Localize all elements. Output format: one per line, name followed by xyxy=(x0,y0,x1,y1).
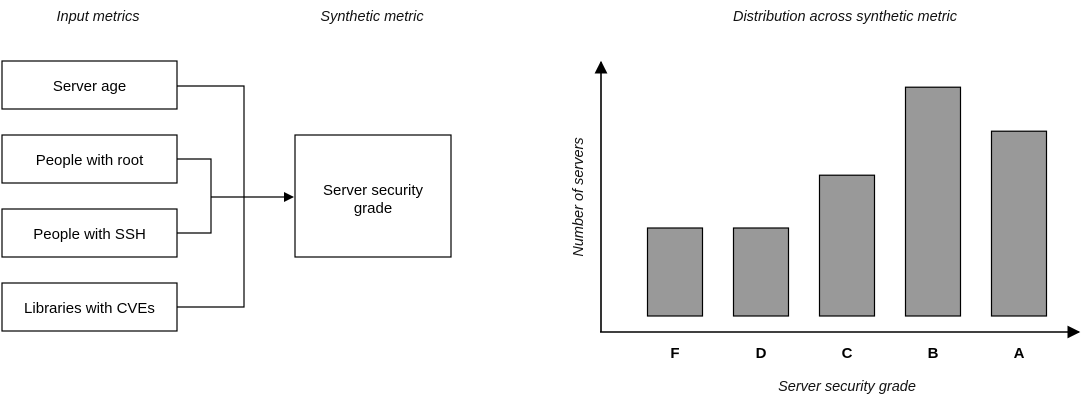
input-box-people-with-ssh: People with SSH xyxy=(1,208,178,258)
input-label-server-age: Server age xyxy=(53,78,126,95)
x-tick-a: A xyxy=(1014,345,1025,362)
chart-title: Distribution across synthetic metric xyxy=(733,9,958,25)
synthetic-metric-heading: Synthetic metric xyxy=(320,9,424,25)
input-box-libraries-with-cves: Libraries with CVEs xyxy=(1,282,178,332)
input-label-people-with-root: People with root xyxy=(36,152,144,169)
output-box-security-grade: Server security grade xyxy=(294,134,452,258)
bar-chart: Distribution across synthetic metric Num… xyxy=(571,9,1081,395)
bar-f xyxy=(646,227,704,317)
input-box-server-age: Server age xyxy=(1,60,178,110)
x-tick-c: C xyxy=(842,345,853,362)
y-axis-label: Number of servers xyxy=(571,137,587,256)
x-tick-b: B xyxy=(928,345,939,362)
input-metrics-heading: Input metrics xyxy=(57,9,140,25)
input-label-people-with-ssh: People with SSH xyxy=(33,226,146,243)
output-label-line-1: Server security xyxy=(323,182,424,199)
x-tick-d: D xyxy=(756,345,767,362)
bar-a xyxy=(990,130,1048,317)
flow-diagram: Input metrics Synthetic metric Server ag… xyxy=(1,9,452,332)
bar-d xyxy=(732,227,790,317)
input-label-libraries-with-cves: Libraries with CVEs xyxy=(24,300,155,317)
bar-b xyxy=(904,86,962,317)
bar-c xyxy=(818,174,876,317)
bars xyxy=(646,86,1048,317)
output-label-line-2: grade xyxy=(354,200,392,217)
connector-inner-bracket xyxy=(177,158,212,234)
input-box-people-with-root: People with root xyxy=(1,134,178,184)
x-axis-label: Server security grade xyxy=(778,379,916,395)
x-tick-f: F xyxy=(670,345,679,362)
